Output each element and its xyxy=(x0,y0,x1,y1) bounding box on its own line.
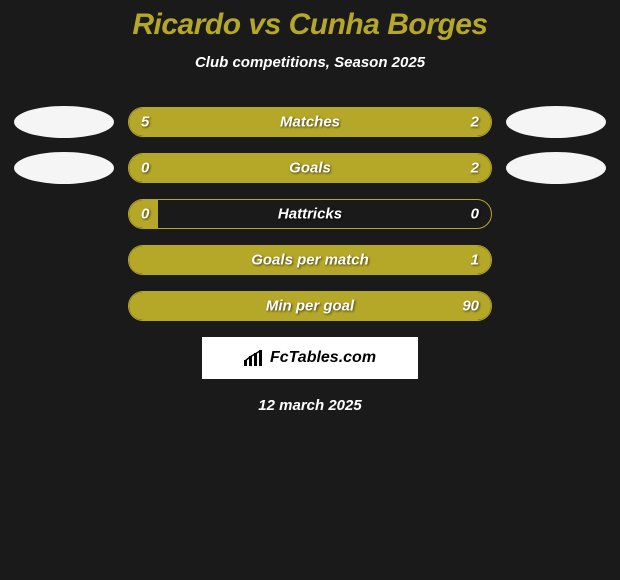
right-avatar-slot xyxy=(500,107,612,137)
avatar-icon xyxy=(506,152,606,184)
stat-bar: 0 Hattricks 0 xyxy=(128,199,492,229)
stat-bar: Goals per match 1 xyxy=(128,245,492,275)
date-label: 12 march 2025 xyxy=(0,397,620,414)
right-avatar-slot xyxy=(500,153,612,183)
stat-left-value: 0 xyxy=(141,160,149,177)
stat-label: Goals per match xyxy=(251,252,369,269)
page-title: Ricardo vs Cunha Borges xyxy=(0,0,620,42)
stat-row: Goals per match 1 xyxy=(8,245,612,275)
stat-row: Min per goal 90 xyxy=(8,291,612,321)
stat-bar: Min per goal 90 xyxy=(128,291,492,321)
stat-left-value: 0 xyxy=(141,206,149,223)
stat-row: 0 Hattricks 0 xyxy=(8,199,612,229)
stat-bar: 0 Goals 2 xyxy=(128,153,492,183)
avatar-icon xyxy=(506,106,606,138)
left-avatar-slot xyxy=(8,291,120,321)
stat-right-value: 1 xyxy=(471,252,479,269)
stat-label: Min per goal xyxy=(266,298,354,315)
stat-right-value: 90 xyxy=(462,298,479,315)
chart-icon xyxy=(244,350,264,366)
stat-bar: 5 Matches 2 xyxy=(128,107,492,137)
branding-text: FcTables.com xyxy=(270,349,376,367)
left-avatar-slot xyxy=(8,245,120,275)
left-avatar-slot xyxy=(8,153,120,183)
stat-left-value: 5 xyxy=(141,114,149,131)
stat-label: Hattricks xyxy=(278,206,342,223)
page-subtitle: Club competitions, Season 2025 xyxy=(0,54,620,71)
right-avatar-slot xyxy=(500,199,612,229)
stat-right-value: 0 xyxy=(471,206,479,223)
right-avatar-slot xyxy=(500,291,612,321)
avatar-icon xyxy=(14,152,114,184)
stat-row: 0 Goals 2 xyxy=(8,153,612,183)
right-avatar-slot xyxy=(500,245,612,275)
left-avatar-slot xyxy=(8,107,120,137)
stat-label: Goals xyxy=(289,160,331,177)
branding-badge[interactable]: FcTables.com xyxy=(202,337,418,379)
left-avatar-slot xyxy=(8,199,120,229)
stat-label: Matches xyxy=(280,114,340,131)
stat-right-value: 2 xyxy=(471,160,479,177)
avatar-icon xyxy=(14,106,114,138)
stat-row: 5 Matches 2 xyxy=(8,107,612,137)
bar-fill-left xyxy=(129,108,386,136)
stats-container: 5 Matches 2 0 Goals 2 0 Hattricks xyxy=(0,107,620,321)
stat-right-value: 2 xyxy=(471,114,479,131)
